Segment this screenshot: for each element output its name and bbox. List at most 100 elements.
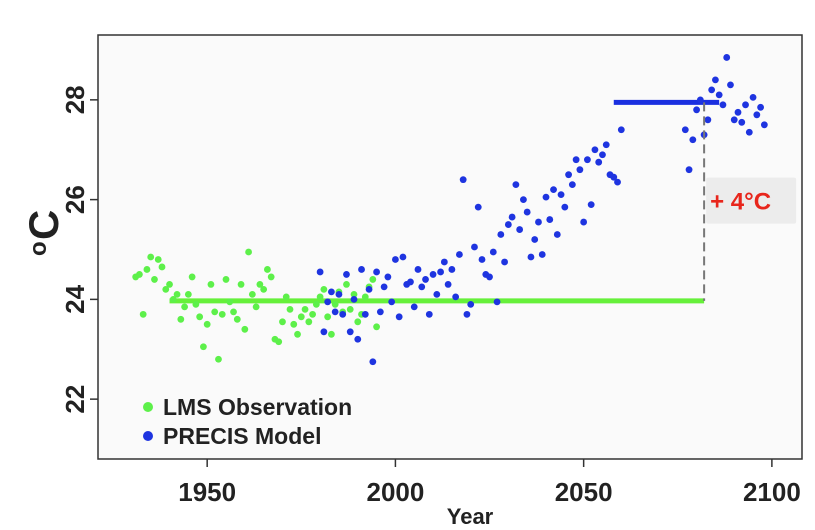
precis-model-point [448, 266, 456, 273]
y-tick-label: 24 [60, 284, 90, 313]
x-tick-label: 2100 [743, 477, 801, 507]
precis-model-point [516, 226, 524, 233]
lms-observation-point [286, 305, 294, 313]
lms-observation-point [290, 320, 298, 328]
precis-model-point [320, 328, 328, 336]
lms-observation-point [192, 300, 200, 308]
precis-model-point [395, 313, 403, 321]
precis-model-point [561, 203, 569, 211]
precis-model-point [595, 158, 603, 166]
precis-model-point [429, 271, 437, 278]
lms-observation-point [196, 313, 204, 321]
lms-observation-point [361, 293, 369, 301]
precis-model-point [542, 193, 550, 201]
precis-model-point [553, 231, 561, 238]
precis-model-point [489, 248, 497, 256]
lms-observation-point [267, 273, 275, 281]
precis-model-point [704, 116, 712, 124]
precis-model-point [742, 101, 749, 109]
precis-model-point [681, 126, 689, 134]
lms-observation-point [346, 305, 354, 313]
precis-model-point [493, 298, 501, 306]
precis-model-point [617, 126, 625, 134]
lms-observation-point [139, 310, 147, 318]
lms-observation-point [343, 281, 350, 288]
y-axis-title-degree: o [25, 241, 52, 256]
lms-observation-point [188, 273, 196, 281]
lms-observation-point [181, 303, 188, 311]
precis-model-point [376, 308, 384, 316]
legend-marker-precis [143, 431, 153, 441]
precis-model-point [354, 335, 362, 343]
precis-model-point [753, 111, 761, 119]
precis-model-point [531, 236, 539, 243]
precis-model-point [696, 96, 704, 104]
lms-observation-point [282, 293, 290, 301]
precis-model-point [467, 300, 475, 308]
precis-model-point [463, 310, 471, 318]
precis-model-point [474, 203, 482, 211]
x-axis-ticks: 1950 2000 2050 2100 [178, 459, 801, 507]
lms-observation-point [373, 323, 380, 331]
lms-observation-point [147, 253, 155, 261]
legend-marker-lms [143, 402, 153, 412]
precis-model-point [749, 93, 757, 101]
legend: LMS Observation PRECIS Model [143, 394, 352, 449]
precis-model-point [580, 218, 588, 226]
lms-observation-point [233, 315, 241, 323]
annotation-plus-4c: + 4°C [703, 102, 797, 301]
lms-observation-point [328, 330, 335, 338]
lms-observation-point [294, 330, 301, 338]
precis-model-point [504, 221, 512, 228]
precis-model-point [399, 253, 407, 261]
precis-model-point [343, 271, 350, 278]
lms-observation-point [203, 320, 211, 328]
precis-model-point [610, 173, 618, 181]
precis-model-point [738, 118, 746, 126]
precis-model-point [591, 146, 599, 154]
precis-model-point [693, 106, 700, 114]
precis-model-point [452, 293, 460, 301]
precis-model-point [407, 278, 414, 286]
precis-model-point [444, 281, 452, 288]
precis-model-point [369, 358, 377, 366]
lms-observation-point [354, 318, 362, 326]
lms-observation-point [226, 298, 234, 306]
precis-model-point [565, 171, 572, 179]
lms-observation-point [184, 290, 192, 298]
precis-model-point [512, 181, 520, 189]
lms-observation-point [211, 308, 219, 316]
precis-model-point [546, 216, 554, 223]
precis-model-point [602, 141, 610, 149]
precis-model-point [361, 310, 369, 318]
precis-model-point [523, 208, 531, 216]
precis-model-point [328, 288, 335, 296]
precis-model-point [440, 258, 448, 266]
precis-model-point [358, 266, 365, 273]
precis-model-point [478, 256, 486, 263]
precis-model-point [392, 256, 399, 263]
lms-observation-point [166, 281, 173, 288]
precis-model-point [324, 298, 332, 306]
precis-model-point [418, 283, 426, 291]
lms-observation-point [230, 308, 237, 316]
lms-observation-point [173, 290, 181, 298]
precis-model-point [425, 310, 433, 318]
annotation-box [706, 177, 797, 224]
lms-observation-point [136, 271, 143, 278]
x-tick-label: 2050 [555, 477, 613, 507]
precis-model-point [708, 86, 716, 94]
lms-observation-point [151, 276, 158, 283]
precis-model-point [433, 290, 441, 298]
precis-model-point [538, 251, 546, 258]
precis-model-point [527, 253, 535, 261]
lms-observation-point [237, 281, 245, 288]
lms-observation-point [350, 290, 358, 298]
lms-observation-point [275, 338, 283, 346]
precis-model-point [727, 81, 734, 89]
lms-observation-point [324, 313, 332, 321]
x-tick-label: 2000 [366, 477, 424, 507]
plot-frame [97, 34, 803, 460]
precis-model-point [471, 243, 478, 251]
